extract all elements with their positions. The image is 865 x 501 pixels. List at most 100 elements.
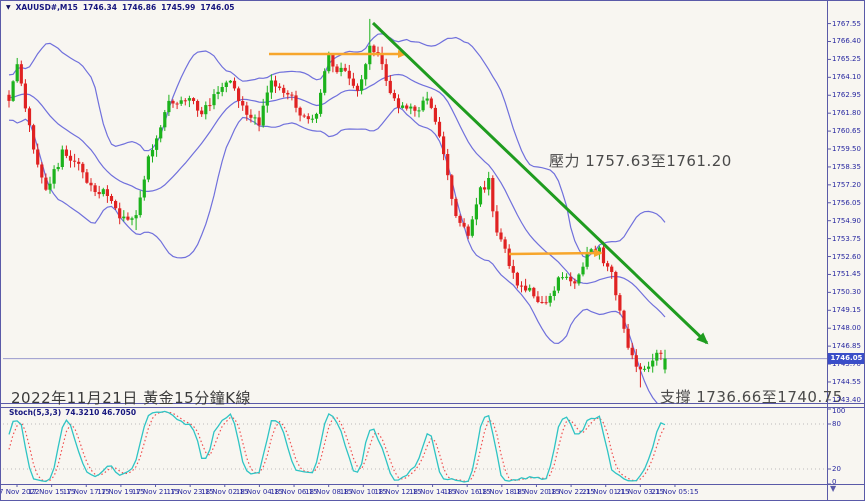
stochastic-plot-area[interactable] [3,410,827,483]
candle-body [634,355,638,367]
candle-body [294,95,298,108]
candle-body [249,114,253,118]
candle-body [351,78,355,86]
candle-body [413,106,417,111]
symbol-period-label: XAUUSD#,M15 [15,3,78,12]
candle-body [499,232,503,240]
panel-separator [1,484,864,485]
candle-body [519,285,524,287]
candle-body [212,94,216,106]
candle-body [245,105,249,115]
candle-body [466,226,470,236]
candle-body [118,208,122,219]
candle-body [48,183,52,190]
candle-body [544,302,548,304]
bollinger-band-line [8,33,666,259]
candle-body [663,358,667,370]
candle-body [187,98,191,101]
candle-body [196,101,200,111]
candle-body [409,106,413,109]
axis-separator [827,1,828,500]
candle-body [216,91,220,94]
candle-body [179,100,183,104]
candle-body [487,178,491,190]
candle-body [372,45,376,53]
candle-body [253,117,257,119]
candle-body [511,266,515,273]
main-plot-area[interactable] [3,18,827,412]
candle-body [150,149,155,157]
candle-body [220,87,224,92]
candle-body [314,113,319,119]
candle-body [155,138,159,150]
candle-body [114,201,118,209]
candle-body [81,163,85,173]
candle-body [573,281,577,284]
candle-body [454,198,458,216]
current-price-tag: 1746.05 [828,353,864,365]
panel-separator[interactable] [1,407,864,408]
candle-body [421,100,425,111]
symbol-dropdown-icon[interactable]: ▼ [6,4,11,11]
chart-date-title: 2022年11月21日 黃金15分鐘K線 [11,389,252,407]
candle-body [159,127,163,139]
stoch-signal-line [8,411,666,483]
candle-body [183,100,187,102]
candle-body [269,80,273,93]
candle-body [109,196,114,201]
candle-body [7,94,11,101]
candle-body [659,352,663,354]
candle-body [331,54,335,67]
downtrend-arrow[interactable] [371,21,709,345]
candle-body [60,149,64,167]
candle-body [417,110,421,112]
candle-body [396,98,401,108]
candle-body [232,80,237,89]
candle-body [261,105,265,126]
candle-body [442,136,446,155]
candle-body [105,189,109,196]
candle-body [630,347,634,356]
candle-body [446,154,450,176]
candle-body [405,105,409,109]
resistance-level-arrow[interactable] [508,249,603,258]
candle-body [565,276,569,278]
candle-body [458,216,462,223]
candle-body [622,310,626,329]
panel-separator[interactable] [1,403,864,404]
candle-body [310,118,314,120]
candle-body [89,182,93,186]
candle-body [642,368,647,370]
candle-body [282,87,286,93]
candle-body [167,100,171,113]
candle-body [638,366,642,370]
candle-body [360,79,364,91]
candle-body [364,64,368,80]
candle-body [401,105,405,108]
candle-body [425,98,429,101]
candle-body [306,116,310,120]
candle-body [64,149,68,156]
symbol-ohlc-readout: ▼ XAUUSD#,M15 1746.34 1746.86 1745.99 17… [6,3,235,12]
stochastic-name: Stoch(5,3,3) [9,408,62,417]
candle-body [138,197,142,216]
candle-body [470,219,474,236]
candle-body [384,64,388,81]
candle-body [265,92,269,106]
candle-body [77,161,81,164]
candle-body [142,179,146,198]
candle-body [56,167,60,170]
support-annotation: 支撐 1736.66至1740.75 [660,388,843,406]
candle-body [335,66,339,73]
candle-body [339,67,343,72]
candle-body [228,80,232,83]
candle-body [569,276,573,282]
resistance-annotation: 壓力 1757.63至1761.20 [549,152,732,170]
candle-body [52,169,56,184]
candle-body [278,86,282,88]
candle-body [85,172,89,183]
scroll-anchor-icon[interactable]: ▼ [830,484,837,493]
candle-body [302,115,306,117]
